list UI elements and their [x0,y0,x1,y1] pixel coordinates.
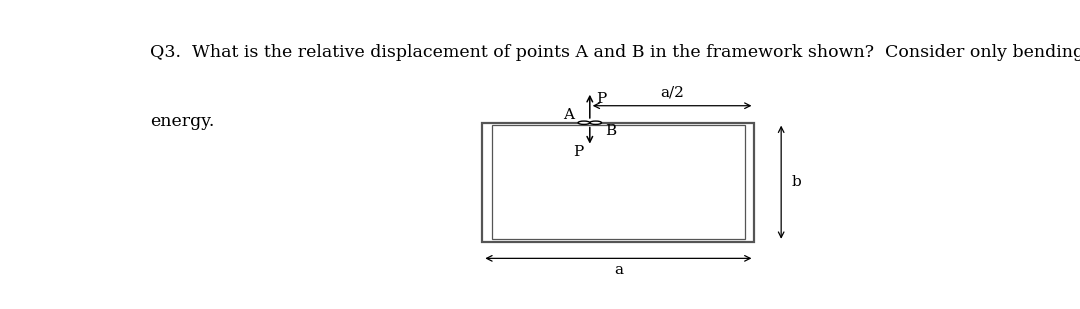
Text: Q3.  What is the relative displacement of points A and B in the framework shown?: Q3. What is the relative displacement of… [150,44,1080,61]
Text: P: P [596,92,607,106]
Text: B: B [605,124,616,138]
Text: b: b [792,175,801,189]
Text: a: a [613,263,623,277]
Circle shape [578,121,590,125]
Text: A: A [563,108,573,121]
Text: energy.: energy. [150,113,215,130]
Text: a/2: a/2 [660,86,684,100]
Circle shape [590,121,602,125]
Text: P: P [572,145,583,159]
Bar [491,125,745,239]
Bar [483,123,754,242]
